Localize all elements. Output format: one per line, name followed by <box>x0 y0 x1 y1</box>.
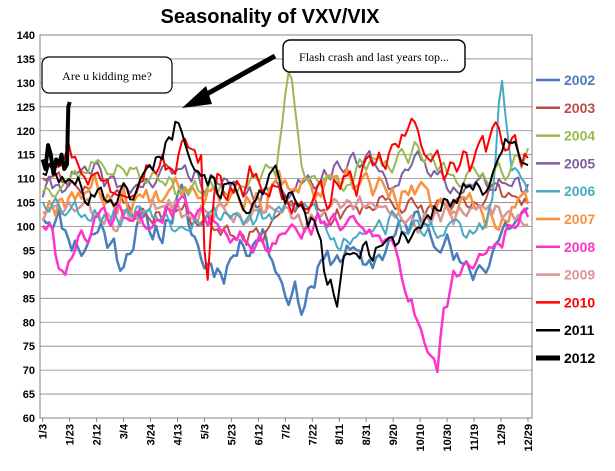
x-tick-label: 12/29 <box>523 424 535 452</box>
x-tick-label: 8/31 <box>361 424 373 445</box>
x-tick-label: 11/19 <box>469 424 481 451</box>
y-tick-label: 80 <box>23 317 35 329</box>
legend-label-2002: 2002 <box>564 72 595 88</box>
legend-label-2008: 2008 <box>564 239 595 255</box>
x-tick-label: 5/23 <box>226 424 238 445</box>
x-tick-label: 10/30 <box>442 424 454 452</box>
y-axis-ticks: 60 65 70 75 80 85 90 95 100 105 110 115 120 125 130 135… <box>17 30 35 425</box>
x-axis-ticks: 1/3 1/23 2/12 3/4 3/24 4/13 5/3 5/23 6/12 7/2 7/22… <box>38 418 535 452</box>
y-tick-label: 115 <box>17 150 35 162</box>
series-line-2002 <box>41 183 529 316</box>
y-tick-label: 90 <box>23 269 35 281</box>
y-tick-label: 105 <box>17 198 35 210</box>
chart-title: Seasonality of VXV/VIX <box>160 6 380 28</box>
kidding-callout-text: Are u kidding me? <box>62 69 152 83</box>
series-lines <box>40 71 530 374</box>
legend-label-2010: 2010 <box>564 294 595 310</box>
legend-label-2005: 2005 <box>564 155 595 171</box>
legend-label-2007: 2007 <box>564 211 595 227</box>
x-tick-label: 4/13 <box>172 424 184 445</box>
y-tick-label: 75 <box>23 341 35 353</box>
kidding-callout: Are u kidding me? <box>41 56 173 94</box>
flash-crash-arrow-head <box>182 86 212 108</box>
y-tick-label: 125 <box>17 102 35 114</box>
x-tick-label: 1/23 <box>65 424 77 445</box>
x-tick-label: 3/4 <box>119 423 131 439</box>
x-tick-label: 9/20 <box>388 424 400 445</box>
legend-label-2012: 2012 <box>564 350 595 366</box>
legend: 2002 2003 2004 2005 2006 2007 2008 2009 2010 2011… <box>536 72 595 366</box>
kidding-callout-box <box>41 56 173 94</box>
legend-label-2004: 2004 <box>564 128 595 144</box>
y-tick-label: 100 <box>17 222 35 234</box>
x-tick-label: 6/12 <box>253 424 265 445</box>
flash-crash-callout-text: Flash crash and last years top... <box>299 50 449 64</box>
y-tick-label: 65 <box>23 389 35 401</box>
x-tick-label: 3/24 <box>146 423 158 445</box>
legend-label-2009: 2009 <box>564 267 595 283</box>
y-tick-label: 85 <box>23 293 35 305</box>
y-tick-label: 95 <box>23 245 35 257</box>
series-line-2008 <box>41 195 530 374</box>
series-line-2007 <box>42 166 530 232</box>
flash-crash-arrow-shaft <box>196 53 277 102</box>
flash-crash-callout: Flash crash and last years top... <box>182 39 466 108</box>
series-line-2011 <box>42 120 529 308</box>
flash-crash-callout-box <box>282 39 466 73</box>
y-tick-label: 110 <box>17 174 35 186</box>
series-line-2012 <box>40 101 72 176</box>
x-tick-label: 1/3 <box>38 424 50 439</box>
x-tick-label: 5/3 <box>199 424 211 439</box>
legend-label-2006: 2006 <box>564 183 595 199</box>
y-tick-label: 140 <box>17 30 35 42</box>
x-tick-label: 8/11 <box>334 424 346 445</box>
series-line-2010 <box>41 117 529 281</box>
y-tick-label: 120 <box>17 126 35 138</box>
x-tick-label: 7/2 <box>280 424 292 439</box>
y-tick-label: 135 <box>17 54 35 66</box>
legend-label-2003: 2003 <box>564 100 595 116</box>
y-tick-label: 60 <box>23 413 35 425</box>
x-tick-label: 10/10 <box>415 424 427 452</box>
x-tick-label: 12/9 <box>496 424 508 445</box>
x-tick-label: 2/12 <box>92 424 104 445</box>
x-tick-label: 7/22 <box>307 424 319 445</box>
y-tick-label: 130 <box>17 78 35 90</box>
legend-label-2011: 2011 <box>564 322 595 338</box>
y-tick-label: 70 <box>23 365 35 377</box>
